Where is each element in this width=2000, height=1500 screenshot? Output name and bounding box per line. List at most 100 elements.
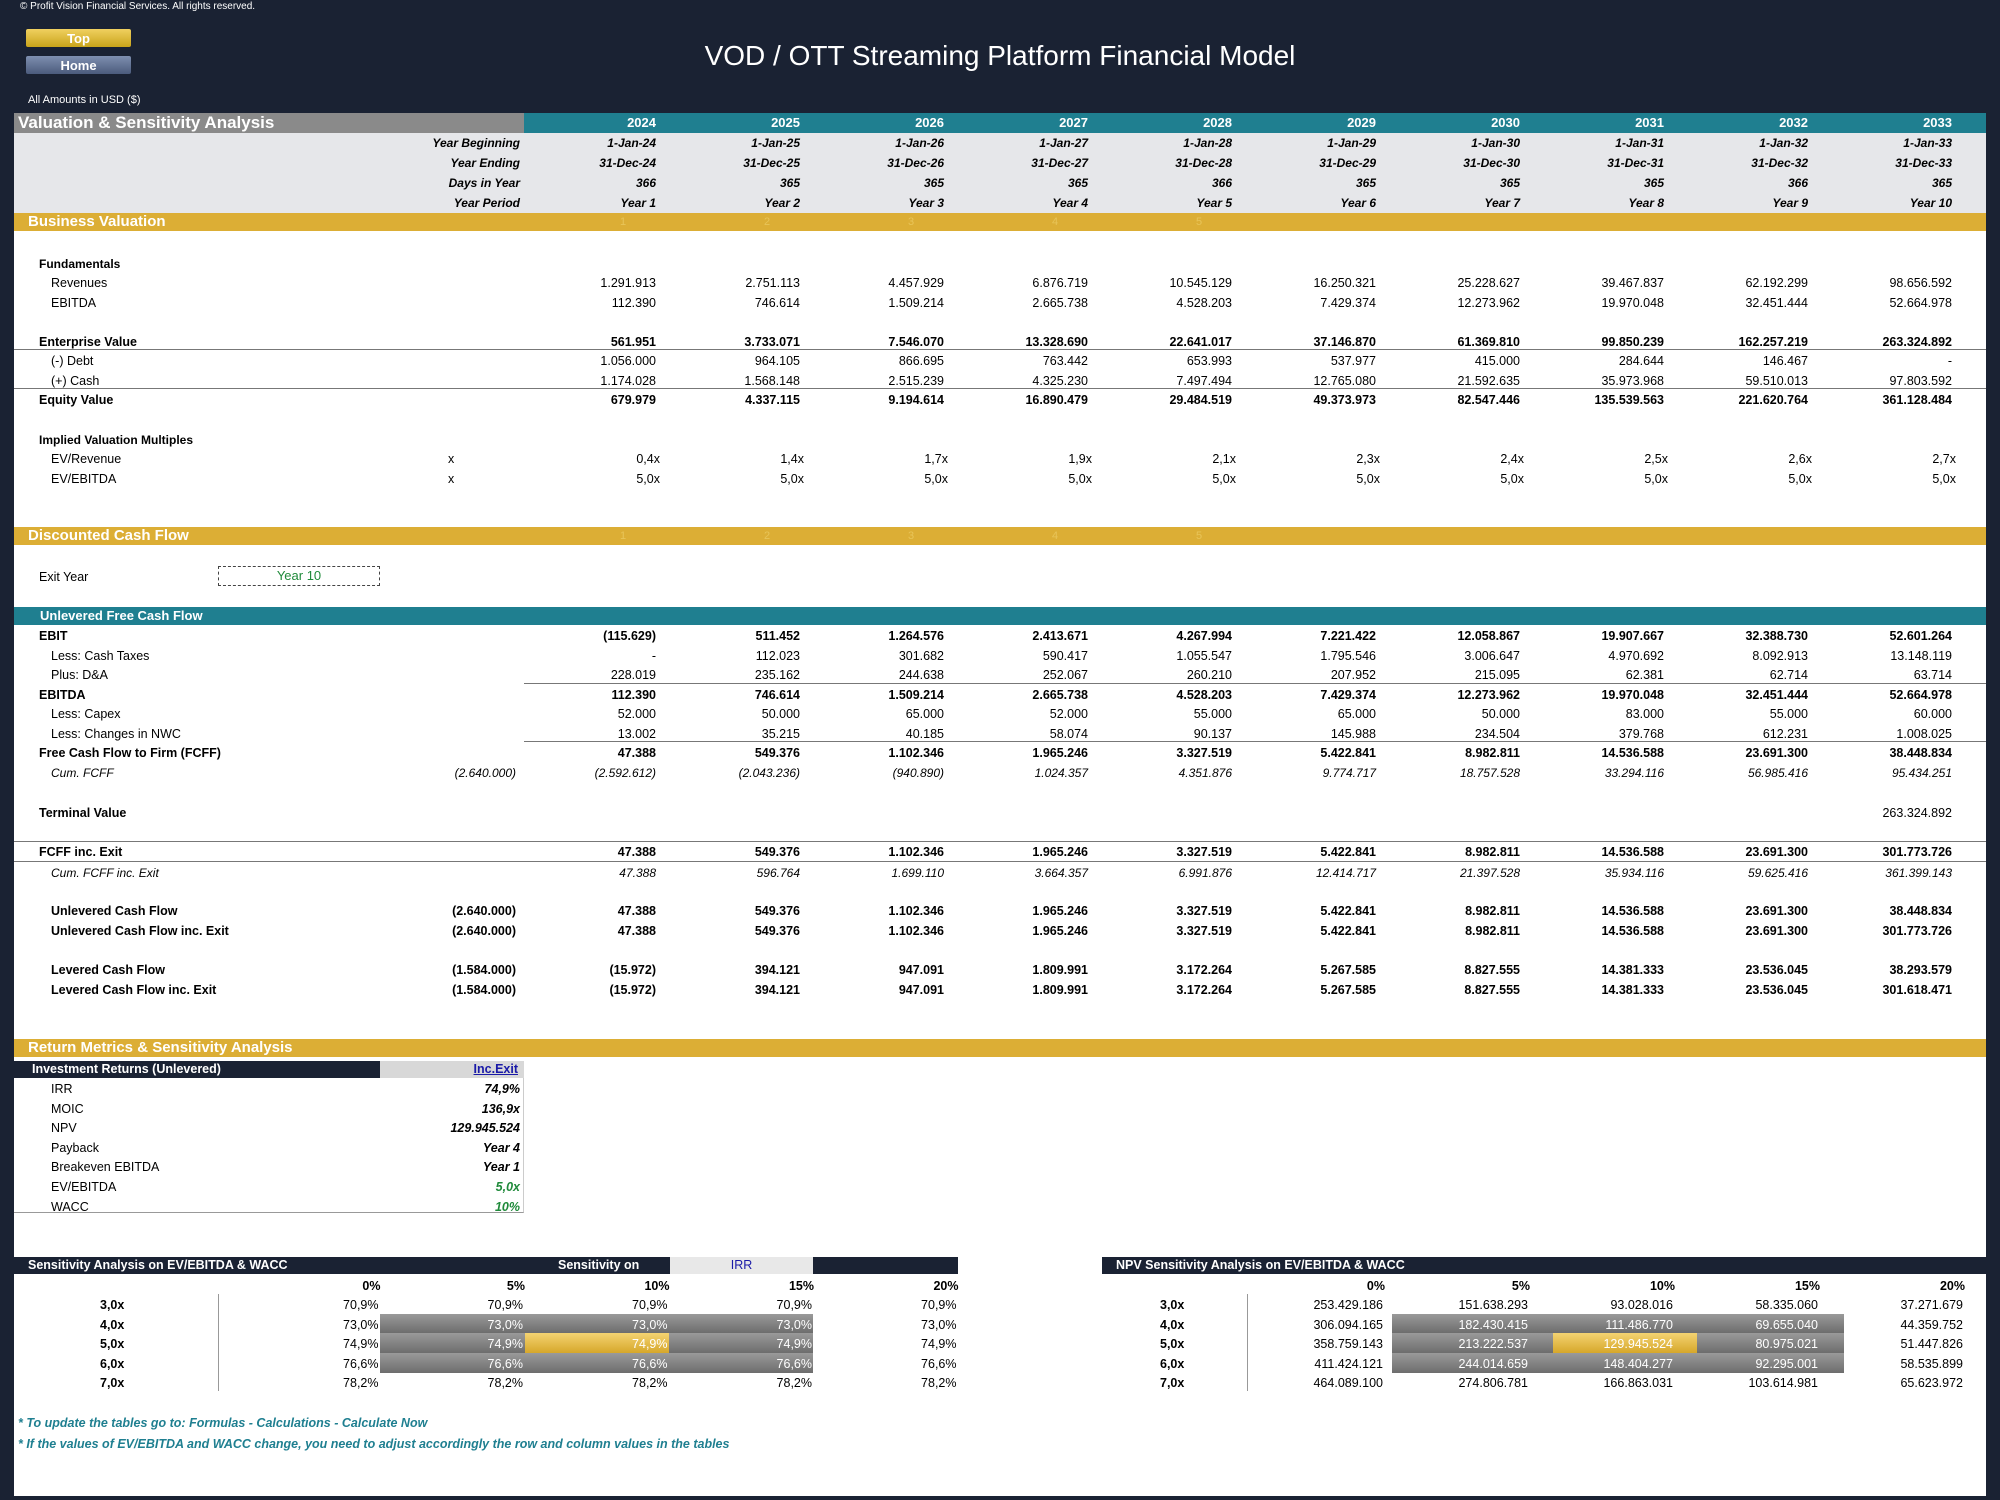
sensitivity-col-header: 5%	[1511, 1279, 1530, 1293]
table-cell: 1.509.214	[888, 688, 944, 702]
table-cell: 5,0x	[1212, 472, 1236, 486]
table-cell: 52.000	[1049, 707, 1088, 721]
dcf-header: Discounted Cash Flow	[14, 527, 1986, 545]
table-cell: 301.773.726	[1882, 924, 1952, 938]
table-cell: 1.699.110	[891, 866, 945, 880]
sensitivity-cell: 78,2%	[776, 1376, 812, 1391]
table-cell: 2,6x	[1788, 452, 1812, 466]
table-cell: 97.803.592	[1889, 374, 1952, 388]
table-cell: 244.638	[898, 668, 944, 682]
table-cell: 5,0x	[1500, 472, 1524, 486]
top-button[interactable]: Top	[25, 28, 132, 48]
table-cell: 379.768	[1618, 727, 1664, 741]
row-divider	[14, 861, 1986, 862]
table-cell: 361.128.484	[1882, 393, 1952, 407]
sensitivity-cell: 70,9%	[487, 1298, 523, 1312]
table-cell: 2.665.738	[1032, 296, 1088, 310]
date-value: 366	[635, 176, 656, 190]
sensitivity-cell: 182.430.415	[1458, 1317, 1528, 1332]
table-cell: 35.934.116	[1604, 866, 1664, 880]
table-cell: 5.422.841	[1320, 845, 1376, 859]
returns-value: 74,9%	[484, 1082, 520, 1096]
year-header-bar	[524, 113, 1986, 133]
table-cell: 1.055.547	[1176, 649, 1232, 663]
table-cell: 260.210	[1186, 668, 1232, 682]
table-cell: 5.422.841	[1320, 924, 1376, 938]
table-cell: 16.890.479	[1025, 393, 1088, 407]
returns-value: 136,9x	[481, 1101, 520, 1116]
row-label: EBITDA	[39, 688, 86, 702]
table-cell: 8.982.811	[1465, 746, 1520, 760]
table-cell: 2,7x	[1932, 452, 1956, 466]
sensitivity-on-label: Sensitivity on	[558, 1258, 640, 1272]
sensitivity-cell: 74,9%	[921, 1337, 957, 1352]
table-cell: 1.965.246	[1032, 746, 1088, 760]
row-label: Less: Cash Taxes	[51, 649, 150, 663]
table-cell: 301.682	[898, 649, 944, 663]
table-cell: 947.091	[898, 963, 944, 977]
home-button[interactable]: Home	[25, 55, 132, 75]
table-cell: 23.536.045	[1745, 963, 1808, 977]
table-cell: 62.714	[1769, 668, 1808, 682]
sensitivity-row-label: 3,0x	[1160, 1298, 1185, 1312]
table-cell: 16.250.321	[1313, 276, 1376, 290]
table-cell: 9.774.717	[1322, 766, 1376, 780]
table-cell: -	[651, 649, 656, 663]
exit-year-input[interactable]: Year 10	[218, 566, 380, 586]
table-cell: 2,3x	[1356, 452, 1380, 466]
sensitivity-row-label: 7,0x	[100, 1376, 125, 1391]
sensitivity-row-label: 6,0x	[1160, 1356, 1185, 1371]
table-cell: 0,4x	[636, 452, 660, 466]
table-cell: 1.024.357	[1034, 766, 1088, 780]
returns-label: IRR	[51, 1082, 73, 1096]
sensitivity-row-label: 5,0x	[100, 1337, 125, 1352]
table-cell: 234.504	[1474, 727, 1520, 741]
date-value: 365	[1643, 176, 1664, 190]
table-cell: 8.982.811	[1465, 924, 1520, 938]
table-cell: 35.215	[761, 727, 800, 741]
sensitivity-cell: 69.655.040	[1755, 1317, 1818, 1332]
table-cell: 763.442	[1042, 354, 1088, 368]
sensitivity-cell: 70,9%	[776, 1298, 812, 1312]
table-cell: 7.546.070	[888, 335, 944, 349]
sensitivity-on-select[interactable]: IRR	[670, 1257, 813, 1274]
table-cell: 32.388.730	[1745, 629, 1808, 643]
divider	[218, 1294, 219, 1391]
sensitivity-cell: 103.614.981	[1748, 1376, 1818, 1391]
table-cell: 4.970.692	[1608, 649, 1664, 663]
table-cell: 549.376	[754, 746, 800, 760]
row-label: Unlevered Cash Flow	[51, 904, 178, 918]
table-cell: 2,4x	[1500, 452, 1524, 466]
table-cell: 561.951	[610, 335, 656, 349]
date-value: 31-Dec-24	[599, 156, 656, 170]
date-value: 1-Jan-26	[895, 136, 944, 150]
table-cell: 14.381.333	[1601, 963, 1664, 977]
table-cell: 964.105	[754, 354, 800, 368]
table-cell: 23.691.300	[1745, 845, 1808, 859]
returns-header: Return Metrics & Sensitivity Analysis	[14, 1039, 1986, 1057]
table-cell: 3.733.071	[744, 335, 800, 349]
table-cell: 2.665.738	[1032, 688, 1088, 702]
date-value: 1-Jan-33	[1903, 136, 1952, 150]
sensitivity-cell: 74,9%	[487, 1337, 523, 1352]
sensitivity-col-header: 10%	[644, 1279, 670, 1293]
period-index: 5	[1196, 530, 1203, 542]
table-cell: 5,0x	[1644, 472, 1668, 486]
unit-label: x	[448, 452, 455, 466]
table-cell: 7.429.374	[1320, 688, 1376, 702]
table-cell: 679.979	[610, 393, 656, 407]
table-cell: 1,7x	[924, 452, 948, 466]
sensitivity-col-header: 0%	[1366, 1279, 1385, 1293]
table-cell: 50.000	[761, 707, 800, 721]
table-cell: 746.614	[754, 296, 800, 310]
table-cell: 99.850.239	[1601, 335, 1664, 349]
table-cell: 3.327.519	[1176, 904, 1232, 918]
table-cell: 82.547.446	[1457, 393, 1520, 407]
row-label: (+) Cash	[51, 374, 100, 388]
returns-value: Year 4	[482, 1140, 520, 1155]
table-cell: 3.006.647	[1464, 649, 1520, 663]
period-index: 1	[620, 530, 627, 542]
date-value: 366	[1787, 176, 1808, 190]
sensitivity-cell: 73,0%	[776, 1317, 812, 1332]
table-cell: 361.399.143	[1885, 866, 1952, 880]
